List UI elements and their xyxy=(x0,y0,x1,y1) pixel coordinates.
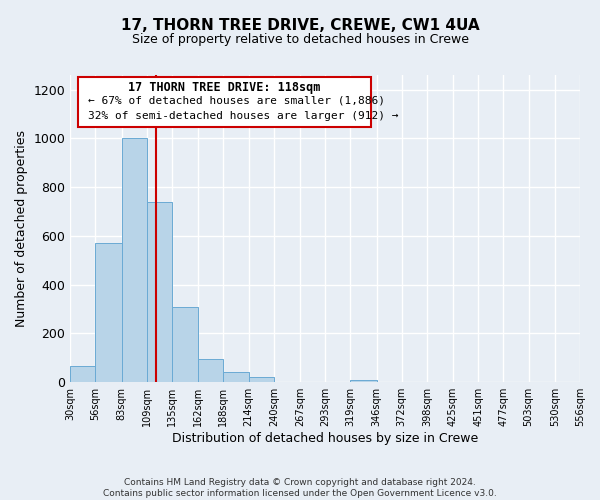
Text: Size of property relative to detached houses in Crewe: Size of property relative to detached ho… xyxy=(131,32,469,46)
Bar xyxy=(122,138,147,382)
Bar xyxy=(172,306,198,382)
Bar xyxy=(198,359,223,382)
Y-axis label: Number of detached properties: Number of detached properties xyxy=(15,130,28,327)
Text: 17, THORN TREE DRIVE, CREWE, CW1 4UA: 17, THORN TREE DRIVE, CREWE, CW1 4UA xyxy=(121,18,479,32)
Bar xyxy=(248,378,274,382)
Text: Contains HM Land Registry data © Crown copyright and database right 2024.
Contai: Contains HM Land Registry data © Crown c… xyxy=(103,478,497,498)
Bar xyxy=(147,202,172,382)
FancyBboxPatch shape xyxy=(78,76,371,127)
X-axis label: Distribution of detached houses by size in Crewe: Distribution of detached houses by size … xyxy=(172,432,478,445)
Bar xyxy=(70,366,95,382)
Text: ← 67% of detached houses are smaller (1,886): ← 67% of detached houses are smaller (1,… xyxy=(88,96,385,106)
Bar xyxy=(350,380,377,382)
Text: 32% of semi-detached houses are larger (912) →: 32% of semi-detached houses are larger (… xyxy=(88,112,398,122)
Bar xyxy=(223,372,248,382)
Bar xyxy=(95,243,122,382)
Text: 17 THORN TREE DRIVE: 118sqm: 17 THORN TREE DRIVE: 118sqm xyxy=(128,81,320,94)
